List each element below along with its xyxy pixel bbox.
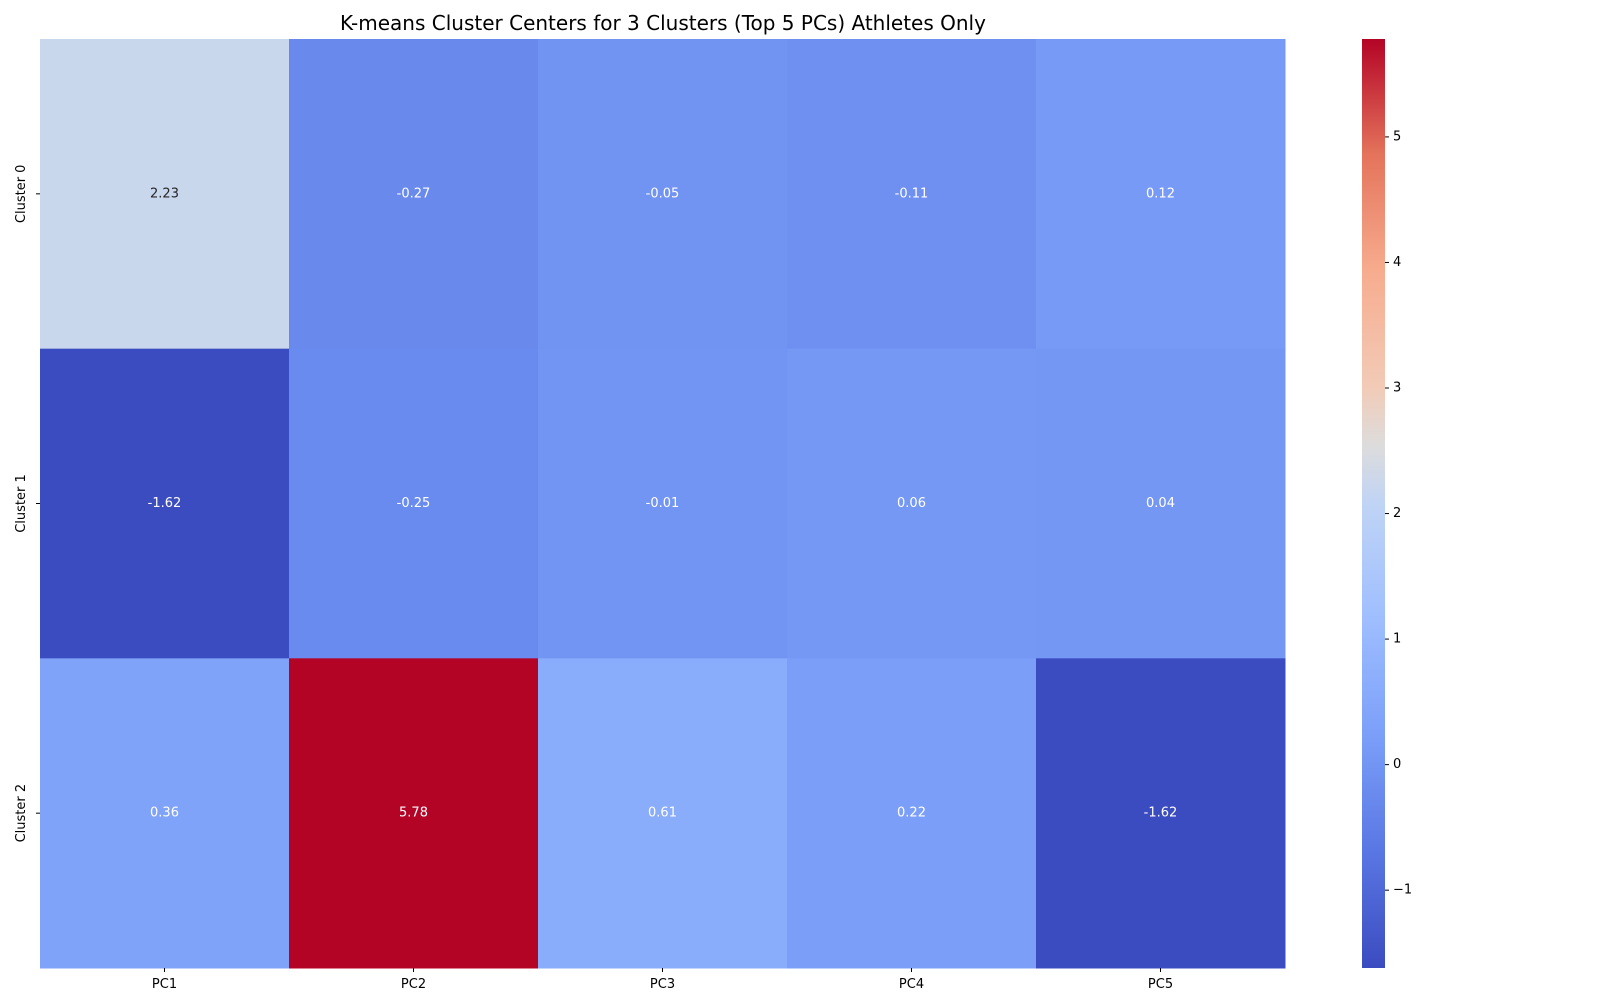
column-label: PC4 [899,977,924,992]
cell-value-label: -0.27 [397,186,431,201]
colorbar-tick-label: −1 [1393,883,1412,898]
row-label: Cluster 1 [14,474,29,533]
colorbar-tick-label: 1 [1393,632,1401,647]
heatmap-cells: 2.23 -0.27 -0.05 -0.11 0.12 -1.62 -0.25 -0.01 0.… [40,39,1286,969]
row-label: Cluster 0 [14,165,29,224]
colorbar-tick-label: 5 [1393,129,1401,144]
column-labels: PC1 PC2 PC3 PC4 PC5 [152,968,1173,992]
column-label: PC2 [401,977,426,992]
colorbar [1362,39,1385,968]
heatmap-cell [1036,39,1286,350]
cell-value-label: -1.62 [148,496,182,511]
cell-value-label: 0.61 [648,806,677,821]
heatmap-cell [1036,658,1286,969]
column-label: PC1 [152,977,177,992]
cell-value-label: -0.05 [646,186,680,201]
colorbar-tick-label: 4 [1393,255,1401,270]
heatmap-cell [289,348,539,659]
cell-value-label: 0.06 [897,496,926,511]
colorbar-tick-label: 2 [1393,506,1401,521]
cell-value-label: -0.01 [646,496,680,511]
heatmap-cell [787,348,1037,659]
colorbar-tick-label: 3 [1393,381,1401,396]
cell-value-label: 0.04 [1146,496,1175,511]
column-label: PC3 [650,977,675,992]
heatmap-cell [787,39,1037,350]
row-labels: Cluster 0 Cluster 1 Cluster 2 [14,165,40,843]
column-label: PC5 [1148,977,1173,992]
colorbar-ticks: −1 0 1 2 3 4 5 [1385,129,1412,898]
heatmap-cell [40,658,290,969]
cell-value-label: -0.25 [397,496,431,511]
cell-value-label: 0.36 [150,806,179,821]
cell-value-label: 0.12 [1146,186,1175,201]
heatmap-cell [538,348,788,659]
cell-value-label: 2.23 [150,186,179,201]
cell-value-label: -1.62 [1144,806,1178,821]
row-label: Cluster 2 [14,784,29,843]
heatmap-cell [289,39,539,350]
heatmap-cell [289,658,539,969]
cell-value-label: 0.22 [897,806,926,821]
heatmap-cell [538,658,788,969]
heatmap-cell [538,39,788,350]
heatmap-cell [40,348,290,659]
heatmap-cell [40,39,290,350]
cell-value-label: -0.11 [895,186,929,201]
heatmap-cell [787,658,1037,969]
cell-value-label: 5.78 [399,806,428,821]
colorbar-tick-label: 0 [1393,757,1401,772]
heatmap-cell [1036,348,1286,659]
chart-title: K-means Cluster Centers for 3 Clusters (… [340,11,986,35]
